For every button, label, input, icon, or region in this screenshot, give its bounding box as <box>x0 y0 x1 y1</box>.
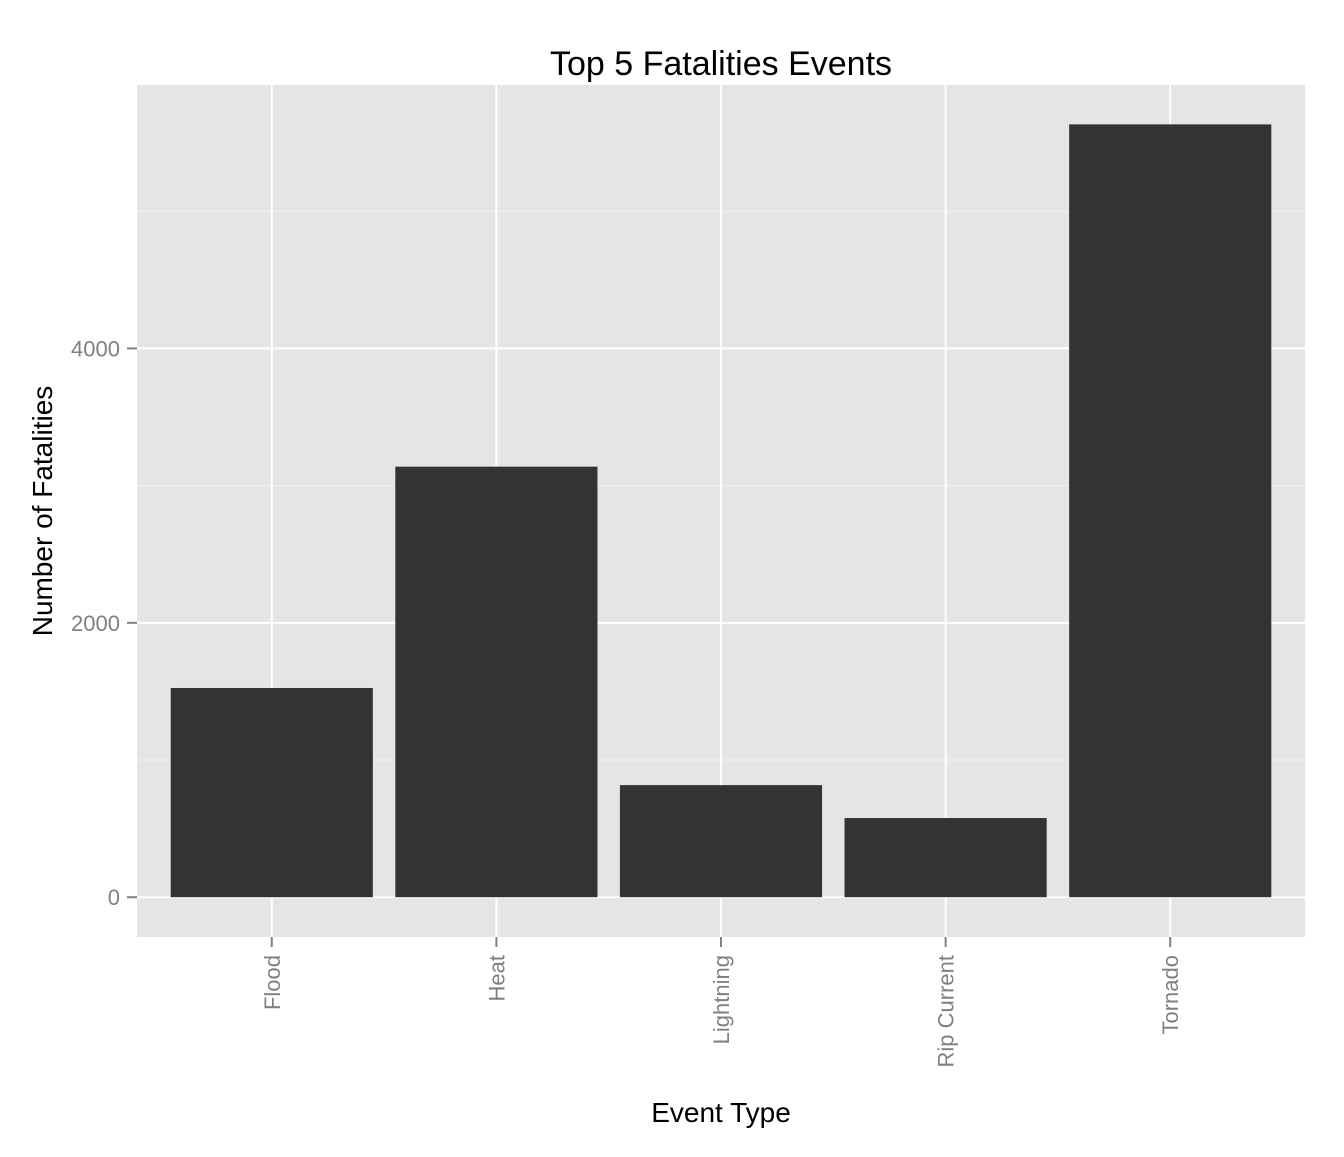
x-tick-label: Heat <box>484 955 509 1001</box>
x-tick-label: Rip Current <box>934 955 959 1067</box>
x-axis-title: Event Type <box>651 1097 791 1128</box>
y-tick-label: 0 <box>108 885 120 910</box>
chart-title: Top 5 Fatalities Events <box>550 45 892 83</box>
y-tick-label: 2000 <box>71 611 120 636</box>
y-axis-title: Number of Fatalities <box>27 386 58 637</box>
bar-flood <box>170 687 373 898</box>
x-axis: Flood Heat Lightning Rip Current Tornado <box>260 937 1183 1067</box>
bar-tornado <box>1069 124 1272 898</box>
bar-lightning <box>619 785 823 898</box>
y-tick-label: 4000 <box>71 336 120 361</box>
x-tick-label: Flood <box>260 955 285 1010</box>
bars <box>170 124 1272 898</box>
bar-rip-current <box>844 818 1047 898</box>
bar-heat <box>395 466 598 898</box>
x-tick-label: Lightning <box>709 955 734 1044</box>
x-tick-label: Tornado <box>1158 955 1183 1035</box>
y-axis: 0 2000 4000 <box>71 336 137 910</box>
